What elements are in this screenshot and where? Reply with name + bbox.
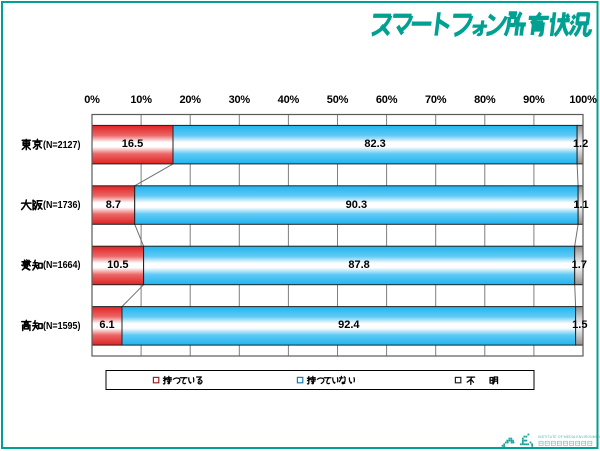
- svg-text:INSTITUTE OF MEDIA ENVIRONMENT: INSTITUTE OF MEDIA ENVIRONMENT: [538, 435, 600, 439]
